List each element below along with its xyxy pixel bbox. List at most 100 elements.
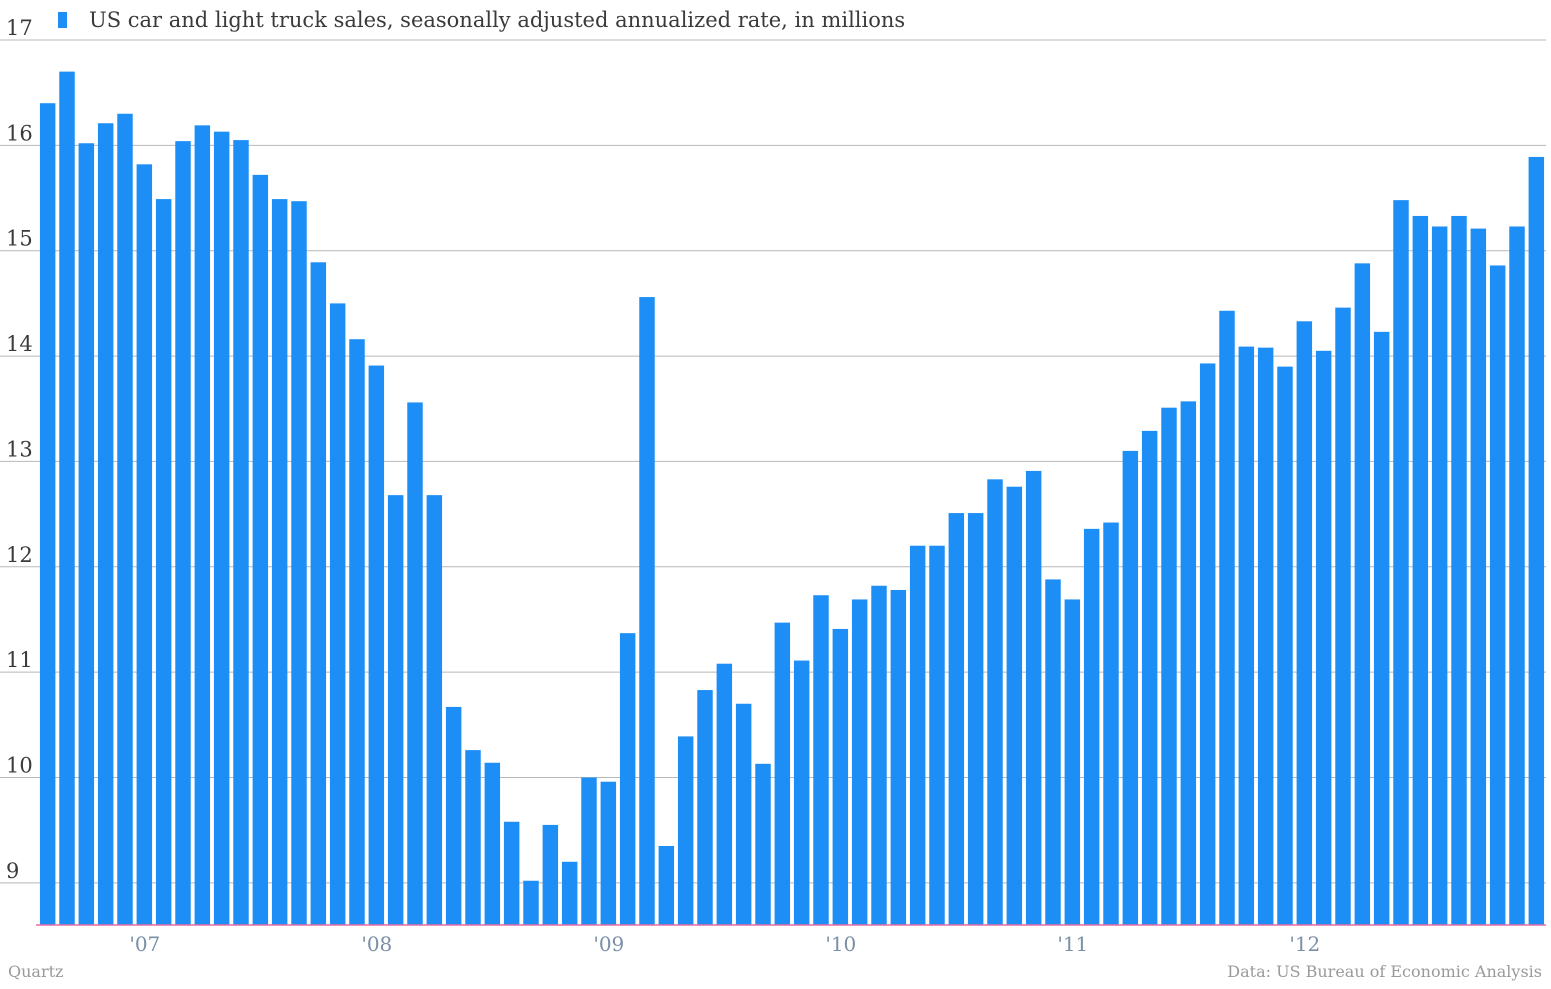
bar-68 — [1354, 263, 1371, 925]
bar-44 — [890, 589, 907, 925]
bar-62 — [1238, 346, 1255, 925]
bar-50 — [1006, 486, 1023, 925]
x-tick-label: '08 — [361, 932, 392, 956]
data-source-credit: Data: US Bureau of Economic Analysis — [1227, 962, 1542, 981]
bar-67 — [1335, 307, 1351, 925]
bar-27 — [561, 861, 578, 925]
bar-3 — [97, 123, 114, 926]
bar-40 — [813, 595, 829, 925]
y-tick-label-12: 12 — [6, 543, 33, 567]
bar-66 — [1315, 350, 1332, 925]
bar-28 — [581, 777, 597, 925]
bar-42 — [851, 599, 868, 925]
x-tick-label: '12 — [1289, 932, 1320, 956]
bar-23 — [484, 762, 501, 925]
bar-33 — [677, 736, 694, 925]
y-tick-label-11: 11 — [6, 648, 33, 672]
bar-63 — [1257, 347, 1274, 926]
bar-16 — [349, 339, 365, 925]
bar-71 — [1412, 215, 1429, 926]
bar-57 — [1141, 430, 1158, 925]
x-tick-label: '11 — [1057, 932, 1088, 956]
bar-14 — [310, 262, 327, 925]
bar-61 — [1219, 310, 1235, 926]
bar-75 — [1489, 265, 1506, 925]
bar-22 — [465, 750, 481, 925]
bar-31 — [639, 297, 655, 926]
bar-76 — [1509, 226, 1525, 925]
bar-12 — [271, 199, 288, 925]
bar-20 — [426, 495, 443, 925]
bar-60 — [1199, 363, 1216, 926]
bar-7 — [175, 141, 191, 926]
y-tick-label-16: 16 — [6, 121, 33, 145]
x-tick-label: '09 — [593, 932, 624, 956]
bar-48 — [967, 513, 984, 925]
bar-64 — [1277, 366, 1293, 925]
bar-65 — [1296, 321, 1313, 925]
bar-32 — [658, 845, 675, 925]
y-tick-label-13: 13 — [6, 437, 33, 461]
bar-15 — [329, 303, 346, 926]
bar-53 — [1064, 599, 1081, 925]
bar-51 — [1025, 470, 1042, 925]
bar-46 — [929, 545, 945, 925]
chart-legend: US car and light truck sales, seasonally… — [58, 6, 905, 34]
bar-9 — [213, 131, 230, 926]
bar-6 — [155, 199, 172, 925]
bar-5 — [136, 164, 153, 926]
y-tick-label-9: 9 — [6, 859, 19, 883]
y-tick-label-10: 10 — [6, 754, 33, 778]
bar-4 — [117, 113, 133, 925]
bar-37 — [755, 763, 771, 925]
bar-1 — [59, 71, 75, 926]
bar-26 — [542, 824, 559, 925]
bar-25 — [523, 880, 539, 925]
bar-19 — [407, 402, 423, 925]
publisher-credit: Quartz — [8, 962, 64, 981]
bar-73 — [1451, 215, 1467, 926]
y-tick-label-14: 14 — [6, 332, 33, 356]
bar-24 — [503, 821, 520, 925]
bar-17 — [368, 365, 385, 925]
bar-41 — [832, 628, 849, 925]
bar-8 — [194, 125, 211, 925]
bar-0 — [39, 103, 56, 925]
x-tick-label: '07 — [129, 932, 160, 956]
bar-13 — [291, 201, 307, 926]
bar-36 — [735, 703, 752, 925]
bar-74 — [1470, 228, 1487, 925]
bar-43 — [871, 585, 887, 925]
bar-49 — [987, 479, 1003, 925]
bar-58 — [1161, 407, 1177, 926]
bar-56 — [1122, 450, 1139, 925]
bar-69 — [1373, 331, 1390, 925]
bar-10 — [233, 140, 249, 925]
bar-38 — [774, 622, 791, 925]
bar-29 — [600, 781, 617, 925]
bar-70 — [1393, 200, 1409, 926]
legend-label: US car and light truck sales, seasonally… — [89, 8, 906, 32]
bar-55 — [1103, 522, 1119, 925]
bar-77 — [1528, 156, 1545, 926]
bar-30 — [619, 633, 636, 925]
bar-18 — [387, 495, 404, 925]
bar-72 — [1431, 226, 1448, 925]
bar-54 — [1083, 528, 1100, 925]
bar-21 — [445, 706, 462, 925]
bar-35 — [716, 663, 733, 925]
y-tick-label-15: 15 — [6, 227, 33, 251]
bar-47 — [948, 513, 965, 925]
x-tick-label: '10 — [825, 932, 856, 956]
y-tick-label-17: 17 — [6, 16, 33, 40]
bar-59 — [1180, 401, 1197, 925]
bar-34 — [697, 690, 713, 925]
bar-11 — [252, 174, 269, 925]
bar-2 — [78, 143, 95, 925]
bar-45 — [909, 545, 926, 925]
bar-39 — [793, 660, 810, 925]
bar-52 — [1045, 579, 1061, 925]
legend-swatch — [58, 12, 67, 28]
